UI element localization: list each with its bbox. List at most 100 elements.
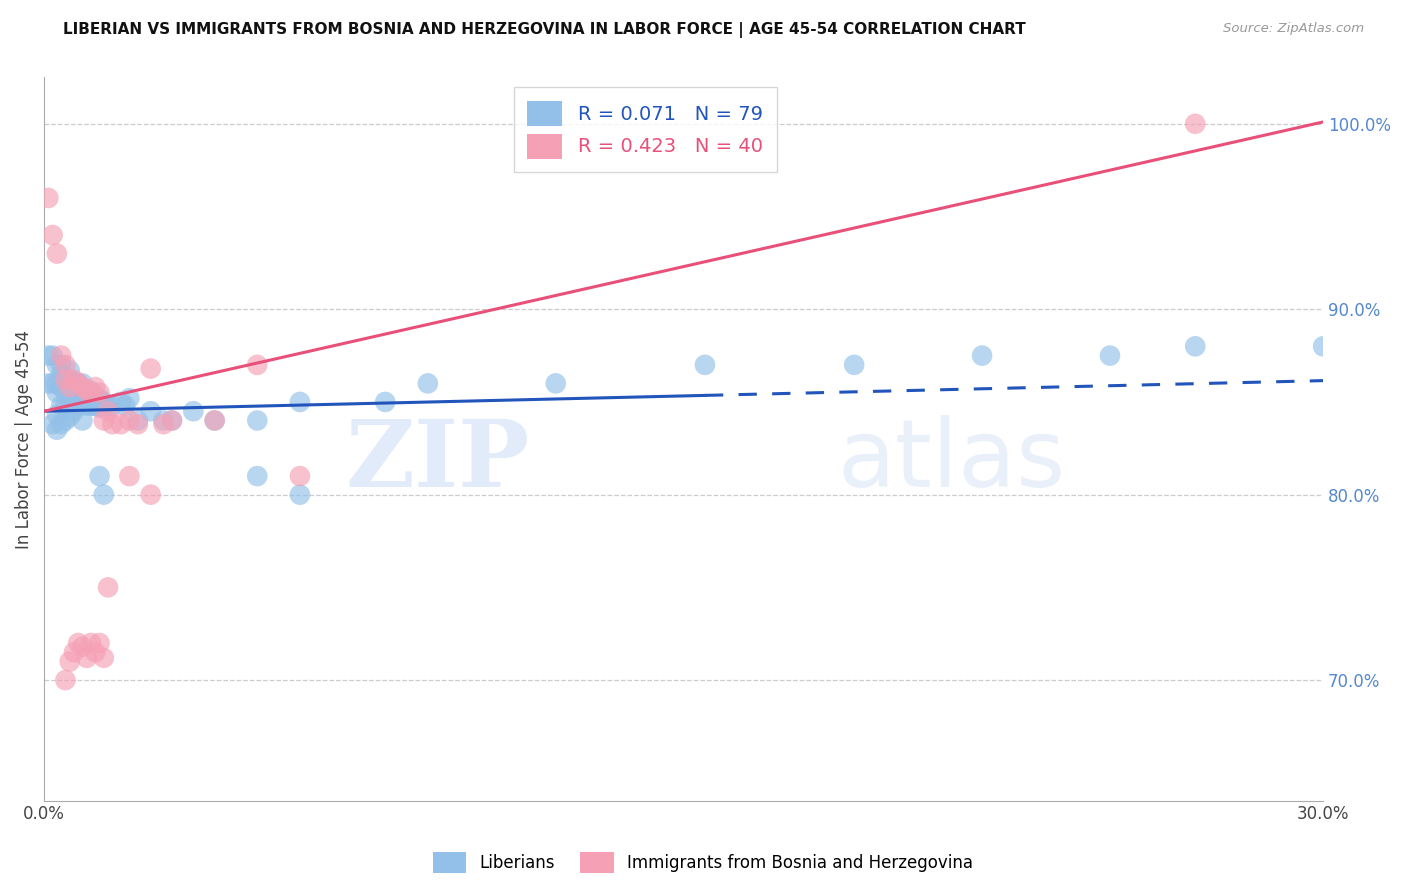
Point: [139, 488, 162, 502]
Text: ZIP: ZIP: [346, 416, 530, 506]
Point: [67, 376, 90, 391]
Point: [84, 399, 107, 413]
Point: [76, 384, 98, 398]
Point: [37, 376, 59, 391]
Point: [37, 191, 59, 205]
Point: [89, 401, 111, 415]
Point: [101, 399, 124, 413]
Point: [45, 408, 67, 422]
Point: [183, 404, 205, 418]
Point: [63, 404, 86, 418]
Point: [76, 395, 98, 409]
Point: [152, 417, 174, 432]
Point: [76, 399, 98, 413]
Point: [89, 391, 111, 405]
Point: [204, 413, 226, 427]
Point: [114, 399, 136, 413]
Point: [84, 399, 107, 413]
Point: [89, 636, 111, 650]
Point: [970, 349, 993, 363]
Point: [59, 380, 82, 394]
Point: [110, 395, 132, 409]
Point: [1098, 349, 1121, 363]
Legend: Liberians, Immigrants from Bosnia and Herzegovina: Liberians, Immigrants from Bosnia and He…: [426, 846, 980, 880]
Point: [45, 376, 67, 391]
Point: [93, 399, 115, 413]
Point: [59, 380, 82, 394]
Point: [93, 413, 115, 427]
Point: [55, 358, 77, 372]
Point: [101, 417, 124, 432]
Y-axis label: In Labor Force | Age 45-54: In Labor Force | Age 45-54: [15, 329, 32, 549]
Point: [416, 376, 439, 391]
Point: [544, 376, 567, 391]
Point: [80, 391, 103, 405]
Point: [80, 385, 103, 400]
Point: [59, 373, 82, 387]
Point: [76, 385, 98, 400]
Point: [45, 246, 67, 260]
Point: [41, 228, 63, 243]
Point: [72, 376, 94, 391]
Point: [80, 384, 103, 398]
Point: [67, 399, 90, 413]
Point: [844, 358, 866, 372]
Point: [67, 399, 90, 413]
Point: [59, 409, 82, 424]
Point: [97, 399, 120, 413]
Point: [76, 650, 98, 665]
Point: [45, 358, 67, 372]
Point: [693, 358, 716, 372]
Point: [80, 636, 103, 650]
Point: [246, 413, 269, 427]
Point: [67, 385, 90, 400]
Point: [127, 417, 149, 432]
Point: [51, 380, 73, 394]
Point: [55, 399, 77, 413]
Point: [51, 367, 73, 381]
Point: [72, 413, 94, 427]
Point: [63, 376, 86, 391]
Legend: R = 0.071   N = 79, R = 0.423   N = 40: R = 0.071 N = 79, R = 0.423 N = 40: [513, 87, 776, 172]
Point: [93, 395, 115, 409]
Point: [246, 358, 269, 372]
Point: [139, 361, 162, 376]
Text: Source: ZipAtlas.com: Source: ZipAtlas.com: [1223, 22, 1364, 36]
Point: [84, 389, 107, 403]
Point: [59, 655, 82, 669]
Point: [41, 417, 63, 432]
Point: [93, 488, 115, 502]
Point: [160, 413, 183, 427]
Point: [80, 399, 103, 413]
Point: [51, 349, 73, 363]
Point: [63, 385, 86, 400]
Point: [72, 385, 94, 400]
Point: [84, 380, 107, 394]
Point: [374, 395, 396, 409]
Point: [37, 349, 59, 363]
Point: [63, 373, 86, 387]
Point: [41, 349, 63, 363]
Point: [118, 469, 141, 483]
Point: [97, 580, 120, 594]
Point: [72, 640, 94, 654]
Point: [55, 376, 77, 391]
Point: [93, 650, 115, 665]
Point: [45, 423, 67, 437]
Point: [118, 391, 141, 405]
Point: [152, 413, 174, 427]
Point: [72, 395, 94, 409]
Point: [63, 385, 86, 400]
Point: [63, 645, 86, 659]
Point: [1312, 339, 1334, 353]
Point: [55, 413, 77, 427]
Text: LIBERIAN VS IMMIGRANTS FROM BOSNIA AND HERZEGOVINA IN LABOR FORCE | AGE 45-54 CO: LIBERIAN VS IMMIGRANTS FROM BOSNIA AND H…: [63, 22, 1026, 38]
Point: [67, 376, 90, 391]
Point: [45, 385, 67, 400]
Point: [59, 363, 82, 377]
Point: [41, 376, 63, 391]
Point: [139, 404, 162, 418]
Point: [246, 469, 269, 483]
Point: [72, 380, 94, 394]
Point: [55, 673, 77, 687]
